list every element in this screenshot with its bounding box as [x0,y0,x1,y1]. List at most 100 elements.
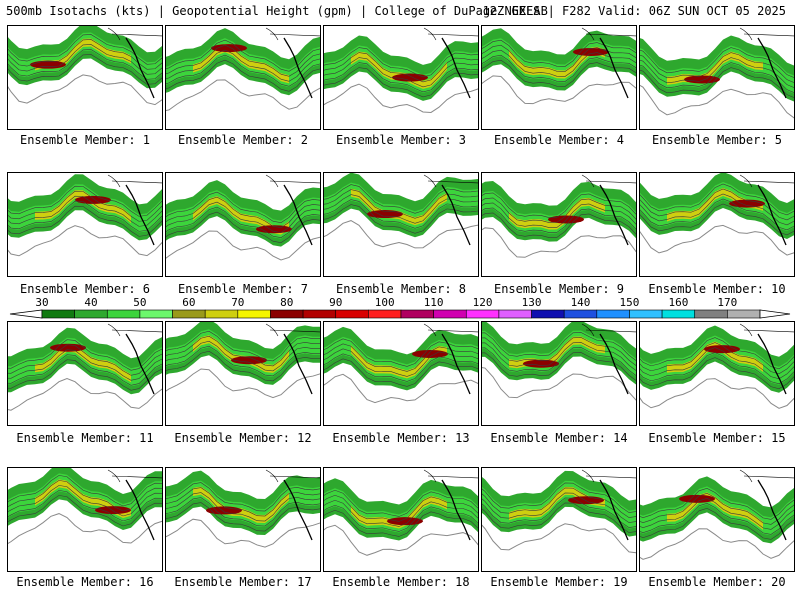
jet-stream-map [8,174,162,257]
colorbar-swatch [400,309,434,319]
colorbar-tick-label: 50 [133,296,147,309]
header-valid-time: 12Z GEFS | F282 Valid: 06Z SUN OCT 05 20… [482,4,786,18]
ensemble-member-label: Ensemble Member: 9 [493,282,625,296]
colorbar-tick-label: 80 [280,296,294,309]
ensemble-member-label: Ensemble Member: 7 [177,282,309,296]
colorbar-swatch [204,309,239,319]
colorbar-swatch [237,309,271,319]
colorbar-swatch [302,309,337,319]
jet-stream-map [166,174,320,261]
jet-stream-map [166,469,320,548]
colorbar-tick-label: 170 [717,296,738,309]
ensemble-panel-13 [323,321,479,426]
colorbar-swatch [172,309,206,319]
jet-stream-map [324,323,478,404]
ensemble-member-label: Ensemble Member: 15 [648,431,786,445]
jet-stream-map [640,469,794,560]
jet-stream-map [166,322,320,399]
jet-stream-map [482,322,636,401]
jet-stream-map [324,469,478,556]
colorbar-tick-label: 40 [84,296,98,309]
colorbar-swatch [106,309,141,319]
ensemble-member-label: Ensemble Member: 20 [648,575,786,589]
ensemble-panel-10 [639,172,795,277]
ensemble-member-label: Ensemble Member: 11 [16,431,154,445]
ensemble-panel-20 [639,467,795,572]
isotach-colorbar [9,309,791,319]
ensemble-member-label: Ensemble Member: 4 [493,133,625,147]
colorbar-tick-label: 70 [231,296,245,309]
ensemble-member-label: Ensemble Member: 12 [174,431,312,445]
jet-stream-map [8,468,162,545]
ensemble-member-label: Ensemble Member: 16 [16,575,154,589]
jet-stream-map [640,27,794,119]
ensemble-member-label: Ensemble Member: 19 [490,575,628,589]
colorbar-tick-label: 60 [182,296,196,309]
header-title: 500mb Isotachs (kts) | Geopotential Heig… [6,4,548,18]
ensemble-panel-14 [481,321,637,426]
jet-stream-map [8,323,162,411]
ensemble-panel-6 [7,172,163,277]
ensemble-member-label: Ensemble Member: 18 [332,575,470,589]
colorbar-tick-label: 120 [472,296,493,309]
jet-stream-map [324,173,478,249]
colorbar-tick-label: 100 [374,296,395,309]
colorbar-tick-label: 150 [619,296,640,309]
colorbar-swatch [139,309,173,319]
ensemble-panel-11 [7,321,163,426]
jet-stream-map [8,26,162,106]
jet-stream-map [166,27,320,111]
ensemble-panel-4 [481,25,637,130]
jet-stream-map [324,27,478,113]
colorbar-swatch [727,309,761,319]
ensemble-panel-19 [481,467,637,572]
map-header: 500mb Isotachs (kts) | Geopotential Heig… [0,0,800,22]
colorbar-tick-label: 130 [521,296,542,309]
jet-stream-map [482,469,636,554]
colorbar-swatch [335,309,369,319]
colorbar-swatch [41,309,75,319]
jet-stream-map [482,174,636,258]
colorbar-swatch [465,309,500,319]
ensemble-panel-15 [639,321,795,426]
colorbar-tick-label: 110 [423,296,444,309]
colorbar-swatch [531,309,565,319]
ensemble-panel-17 [165,467,321,572]
ensemble-member-label: Ensemble Member: 3 [335,133,467,147]
ensemble-member-label: Ensemble Member: 2 [177,133,309,147]
colorbar-tick-label: 160 [668,296,689,309]
ensemble-member-label: Ensemble Member: 10 [648,282,786,296]
ensemble-panel-16 [7,467,163,572]
jet-stream-map [640,323,794,409]
colorbar-swatch [270,309,304,319]
ensemble-member-label: Ensemble Member: 6 [19,282,151,296]
ensemble-member-label: Ensemble Member: 1 [19,133,151,147]
colorbar-tick-label: 90 [329,296,343,309]
ensemble-panel-3 [323,25,479,130]
colorbar-swatch [596,309,630,319]
colorbar-tick-label: 30 [35,296,49,309]
ensemble-member-label: Ensemble Member: 14 [490,431,628,445]
colorbar-swatch [498,309,532,319]
ensemble-panel-18 [323,467,479,572]
ensemble-member-label: Ensemble Member: 5 [651,133,783,147]
ensemble-member-label: Ensemble Member: 8 [335,282,467,296]
ensemble-panel-5 [639,25,795,130]
ensemble-panel-7 [165,172,321,277]
ensemble-panel-8 [323,172,479,277]
jet-stream-map [640,173,794,256]
colorbar-swatch [629,309,663,319]
colorbar-tick-label: 140 [570,296,591,309]
ensemble-member-label: Ensemble Member: 17 [174,575,312,589]
ensemble-panel-9 [481,172,637,277]
colorbar-labels: 30 40 50 60 70 80 90 100 110 120 130 140 150 160 170 [0,296,800,310]
colorbar-swatch [74,309,108,319]
ensemble-panel-2 [165,25,321,130]
colorbar-swatch [368,309,402,319]
ensemble-panel-12 [165,321,321,426]
colorbar-swatch [433,309,467,319]
colorbar-swatch [661,309,696,319]
ensemble-member-label: Ensemble Member: 13 [332,431,470,445]
jet-stream-map [482,27,636,105]
colorbar-swatch [563,309,598,319]
